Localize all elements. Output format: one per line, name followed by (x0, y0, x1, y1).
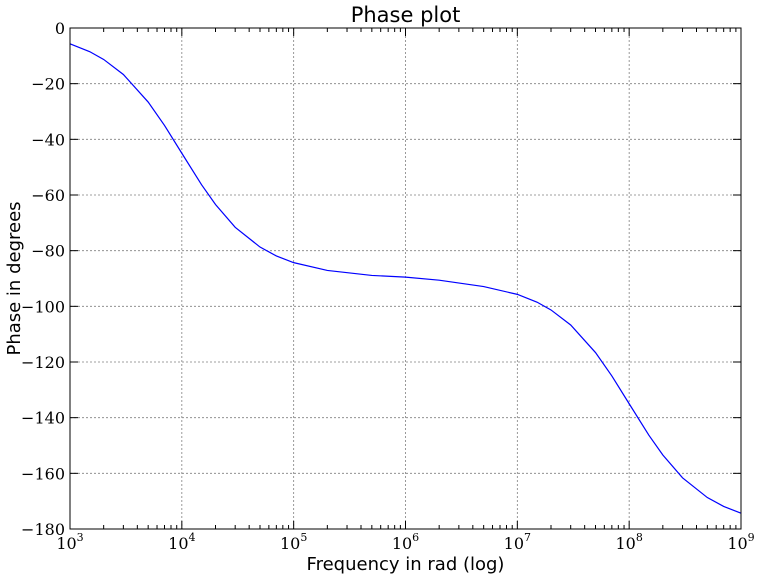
y-tick-label: −20 (31, 75, 65, 94)
y-tick-label: −80 (31, 242, 65, 261)
y-axis-label: Phase in degrees (4, 201, 25, 355)
x-tick-label: 104 (168, 531, 195, 553)
phase-series-line (69, 43, 742, 514)
x-tick-labels: 103 104 105 106 107 108 109 (56, 531, 754, 553)
y-tick-label: −140 (21, 409, 65, 428)
x-tick-label: 108 (615, 531, 642, 553)
x-tick-label: 105 (280, 531, 307, 553)
x-tick-label: 107 (504, 531, 531, 553)
grid-lines (70, 28, 741, 529)
x-axis-label: Frequency in rad (log) (307, 554, 505, 575)
y-tick-label: −40 (31, 130, 65, 149)
y-tick-label: −180 (21, 520, 65, 539)
y-tick-label: −160 (21, 464, 65, 483)
x-tick-label: 103 (56, 531, 83, 553)
y-tick-label: −100 (21, 297, 65, 316)
x-tick-label: 109 (727, 531, 754, 553)
x-tick-label: 106 (392, 531, 419, 553)
y-tick-label: −60 (31, 186, 65, 205)
y-tick-label: −120 (21, 353, 65, 372)
plot-frame (69, 27, 742, 530)
y-tick-labels: 0 −20 −40 −60 −80 −100 −120 −140 −160 −180 (21, 19, 65, 539)
chart-title: Phase plot (351, 3, 461, 27)
series-layer (69, 43, 742, 514)
y-tick-label: 0 (55, 19, 65, 38)
axis-ticks (69, 27, 742, 530)
